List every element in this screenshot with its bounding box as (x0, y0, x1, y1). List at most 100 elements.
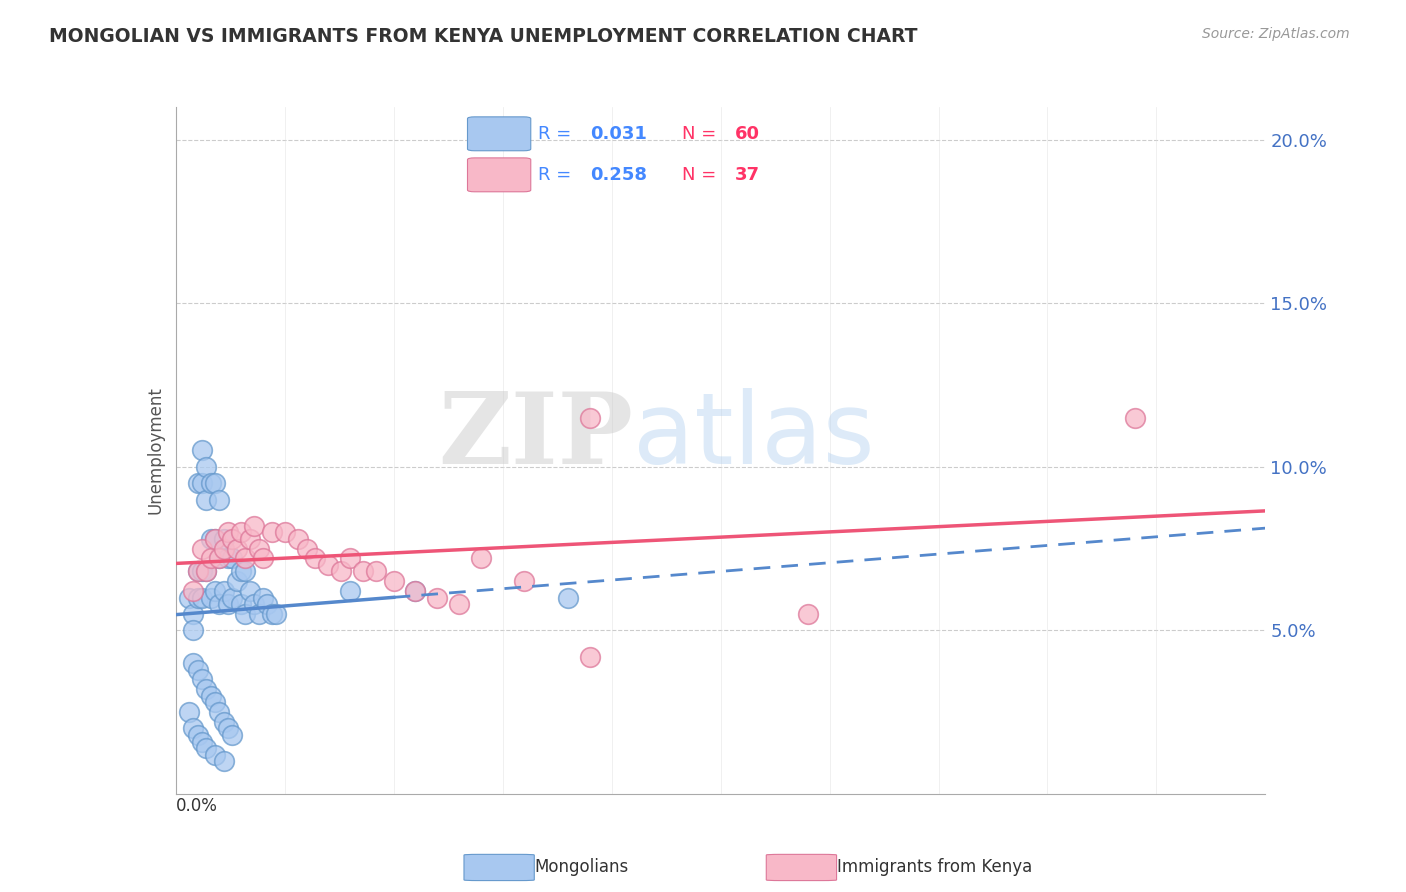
Text: N =: N = (682, 125, 721, 143)
Point (247, 607, 270, 621)
Point (204, 584, 226, 599)
Point (221, 551, 243, 566)
Point (426, 591, 449, 605)
Point (191, 591, 214, 605)
Point (447, 597, 470, 611)
Text: Source: ZipAtlas.com: Source: ZipAtlas.com (1202, 27, 1350, 41)
Point (200, 591, 222, 605)
Point (318, 558, 340, 572)
Point (225, 541, 247, 556)
Point (204, 532, 226, 546)
Point (382, 574, 405, 589)
Point (339, 551, 361, 566)
Point (221, 728, 243, 742)
Point (204, 476, 226, 491)
Point (231, 597, 253, 611)
Point (217, 722, 239, 736)
Point (247, 541, 270, 556)
Point (252, 591, 274, 605)
Point (195, 565, 218, 579)
Point (195, 565, 218, 579)
Point (1123, 410, 1146, 425)
FancyBboxPatch shape (464, 855, 534, 880)
Point (212, 754, 235, 768)
Point (195, 741, 218, 756)
Point (200, 532, 222, 546)
Text: 37: 37 (735, 166, 759, 184)
Point (208, 551, 231, 566)
Point (181, 722, 204, 736)
Point (200, 476, 222, 491)
Text: 0.0%: 0.0% (176, 797, 218, 815)
FancyBboxPatch shape (467, 117, 531, 151)
Point (260, 607, 283, 621)
Text: R =: R = (538, 125, 576, 143)
Point (256, 597, 278, 611)
Point (208, 705, 231, 719)
Text: Mongolians: Mongolians (534, 858, 628, 877)
Point (208, 597, 231, 611)
Text: 60: 60 (735, 125, 759, 143)
Point (177, 591, 200, 605)
Point (304, 551, 326, 566)
Point (212, 541, 235, 556)
Point (191, 541, 214, 556)
Point (405, 584, 427, 599)
Point (260, 525, 283, 540)
Point (181, 584, 204, 599)
Text: atlas: atlas (633, 388, 875, 485)
Point (470, 551, 492, 566)
Point (208, 492, 231, 507)
Point (243, 518, 266, 533)
Point (217, 551, 239, 566)
Point (239, 532, 262, 546)
FancyBboxPatch shape (766, 855, 837, 880)
Point (235, 565, 257, 579)
Point (264, 607, 287, 621)
Point (195, 682, 218, 697)
Point (557, 591, 579, 605)
Point (195, 459, 218, 474)
Point (217, 525, 239, 540)
Point (191, 734, 214, 748)
Point (221, 591, 243, 605)
Point (513, 574, 536, 589)
Point (235, 551, 257, 566)
Point (195, 492, 218, 507)
Y-axis label: Unemployment: Unemployment (146, 386, 165, 515)
Text: 0.258: 0.258 (591, 166, 648, 184)
Point (231, 525, 253, 540)
Point (212, 584, 235, 599)
Point (212, 714, 235, 729)
Point (186, 565, 209, 579)
Point (221, 532, 243, 546)
FancyBboxPatch shape (467, 158, 531, 192)
Point (330, 565, 353, 579)
Point (200, 551, 222, 566)
Point (191, 565, 214, 579)
Point (252, 551, 274, 566)
Point (235, 607, 257, 621)
Point (579, 410, 602, 425)
Point (295, 541, 318, 556)
Point (796, 607, 818, 621)
Point (204, 747, 226, 762)
Point (366, 565, 388, 579)
Text: R =: R = (538, 166, 576, 184)
Point (181, 607, 204, 621)
Point (243, 597, 266, 611)
Point (225, 574, 247, 589)
Point (579, 649, 602, 664)
Point (191, 443, 214, 458)
Text: ZIP: ZIP (439, 388, 633, 485)
Point (217, 597, 239, 611)
Point (186, 591, 209, 605)
Point (231, 565, 253, 579)
Point (186, 663, 209, 677)
Point (204, 695, 226, 709)
Point (200, 689, 222, 703)
Point (239, 584, 262, 599)
Point (405, 584, 427, 599)
Point (352, 565, 374, 579)
Point (204, 532, 226, 546)
